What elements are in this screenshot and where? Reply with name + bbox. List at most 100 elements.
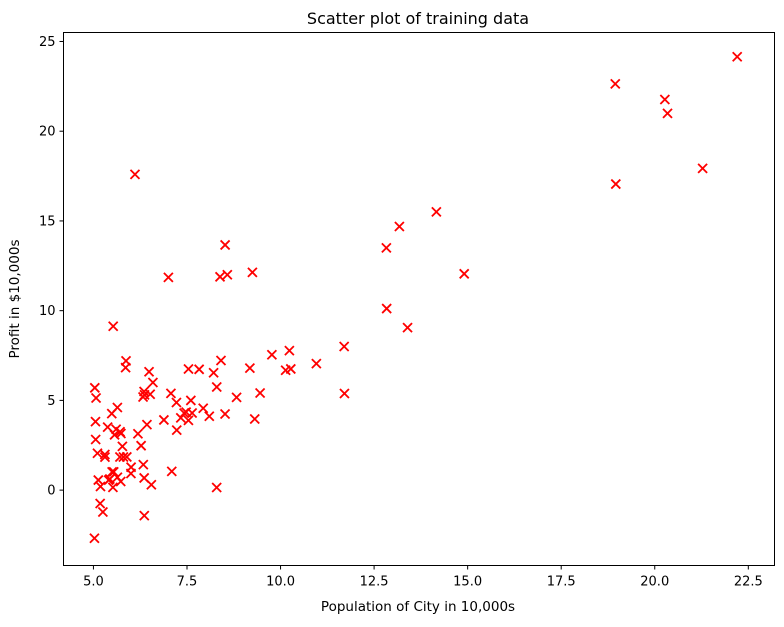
- data-point: [97, 506, 109, 518]
- data-point: [139, 472, 150, 484]
- data-point: [285, 363, 296, 375]
- data-point: [120, 355, 132, 366]
- x-tick-label: 15.0: [453, 575, 482, 590]
- data-point: [659, 94, 670, 105]
- data-point: [90, 434, 101, 445]
- data-point: [208, 367, 219, 378]
- chart-title: Scatter plot of training data: [307, 9, 529, 28]
- data-point: [198, 403, 209, 414]
- data-point: [118, 451, 129, 463]
- data-point: [254, 387, 266, 399]
- data-point: [114, 451, 126, 463]
- data-point: [108, 321, 119, 332]
- data-point: [166, 466, 177, 477]
- data-point: [125, 468, 137, 479]
- x-tick-label: 17.5: [547, 575, 576, 590]
- data-point: [431, 206, 442, 218]
- data-point: [171, 425, 182, 436]
- data-point: [186, 407, 198, 419]
- data-point: [95, 498, 106, 509]
- data-point: [112, 402, 123, 413]
- y-axis-label: Profit in $10,000s: [7, 240, 23, 359]
- data-point: [89, 382, 100, 393]
- data-point: [108, 466, 119, 477]
- data-point: [143, 366, 155, 377]
- data-point: [244, 362, 256, 374]
- data-point: [106, 466, 118, 478]
- data-point: [219, 239, 231, 251]
- data-point: [266, 349, 278, 360]
- data-point: [284, 345, 295, 356]
- data-point: [231, 392, 242, 403]
- x-tick-label: 22.5: [734, 575, 763, 590]
- data-point: [145, 389, 156, 400]
- scatter-points: [89, 51, 743, 544]
- data-point: [99, 449, 111, 460]
- data-point: [194, 364, 205, 375]
- data-point: [222, 269, 233, 280]
- data-point: [158, 414, 170, 426]
- data-point: [610, 78, 621, 89]
- data-point: [175, 412, 186, 424]
- data-point: [93, 474, 104, 486]
- x-tick-label: 12.5: [360, 575, 389, 590]
- y-tick-label: 20: [39, 125, 56, 140]
- data-point: [381, 242, 392, 253]
- data-point: [138, 386, 150, 397]
- data-point: [215, 355, 227, 366]
- data-point: [249, 413, 260, 425]
- x-tick-label: 20.0: [640, 575, 669, 590]
- data-point: [163, 272, 174, 283]
- x-tick-label: 5.0: [83, 575, 104, 590]
- data-point: [129, 169, 141, 180]
- y-axis-ticks: 0 5 10 15 20 25: [39, 35, 64, 499]
- y-tick-label: 5: [47, 394, 55, 409]
- x-tick-label: 7.5: [177, 575, 198, 590]
- data-point: [211, 381, 222, 393]
- data-point: [211, 482, 222, 493]
- data-point: [90, 392, 102, 404]
- data-point: [107, 482, 119, 493]
- data-point: [732, 51, 743, 62]
- data-point: [339, 341, 350, 352]
- plot-frame: [63, 32, 775, 566]
- data-point: [394, 221, 405, 232]
- data-point: [214, 271, 226, 282]
- data-point: [171, 397, 182, 408]
- data-point: [117, 441, 128, 452]
- data-point: [110, 424, 122, 435]
- data-point: [459, 268, 470, 279]
- y-tick-label: 0: [47, 484, 55, 499]
- x-axis-ticks: 5.0 7.5 10.0 12.5 15.0 17.5 20.0 22.5: [83, 565, 763, 590]
- data-point: [697, 163, 708, 174]
- data-point: [183, 415, 194, 426]
- data-point: [185, 395, 196, 406]
- data-point: [662, 108, 673, 119]
- data-point: [147, 377, 159, 388]
- data-point: [104, 473, 115, 485]
- x-tick-label: 10.0: [266, 575, 295, 590]
- data-point: [610, 178, 621, 190]
- data-point: [115, 476, 126, 487]
- data-point: [402, 322, 413, 333]
- data-point: [179, 408, 190, 419]
- data-point: [183, 363, 194, 375]
- data-point: [90, 416, 101, 427]
- data-point: [95, 481, 106, 492]
- data-point: [89, 533, 100, 544]
- data-point: [135, 440, 147, 451]
- y-tick-label: 15: [39, 214, 56, 229]
- data-point: [139, 510, 150, 521]
- data-point: [219, 408, 231, 420]
- x-axis-label: Population of City in 10,000s: [321, 599, 515, 615]
- y-tick-label: 10: [39, 304, 56, 319]
- data-point: [381, 303, 392, 314]
- data-point: [141, 419, 153, 430]
- data-point: [99, 451, 111, 463]
- data-point: [311, 358, 322, 369]
- data-point: [132, 428, 144, 439]
- data-point: [247, 267, 258, 278]
- y-tick-label: 25: [39, 35, 56, 50]
- data-point: [339, 388, 350, 399]
